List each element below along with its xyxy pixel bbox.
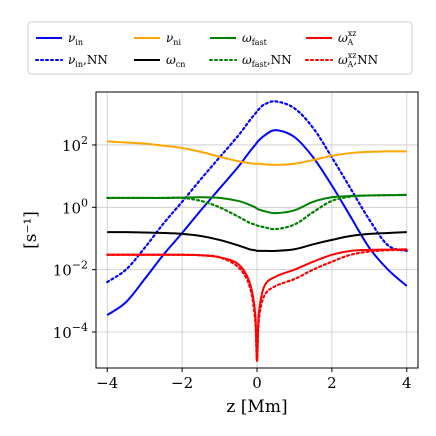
- series-line-4: [107, 231, 407, 252]
- x-ticks: −4 −2 0 2 4: [96, 368, 412, 392]
- legend-entry-label: ωfast: [242, 31, 268, 47]
- series-line-2: [106, 100, 408, 284]
- x-axis-label: z [Mm]: [226, 397, 287, 417]
- y-ticks: 10−4 10−2 100 102: [53, 134, 96, 342]
- legend-entry-label: ωxz A,NN: [338, 51, 378, 69]
- series-lines: [106, 100, 408, 362]
- legend-entry-label: ωxz A: [338, 29, 357, 47]
- x-tick-label: −4: [96, 374, 118, 392]
- x-tick-label: 0: [252, 374, 262, 392]
- y-tick-label: 10−2: [53, 259, 88, 280]
- grid: [96, 92, 418, 368]
- legend-entry-label: νin: [68, 31, 83, 47]
- legend-entry-label: νni: [166, 31, 181, 47]
- series-line-6: [106, 193, 408, 231]
- x-tick-label: −2: [171, 374, 193, 392]
- x-tick-label: 2: [327, 374, 337, 392]
- series-line-3: [107, 140, 407, 166]
- legend: νin νni ωfast ωxz A νin,NN ωcn ωfast,NN ωxz A,NN: [27, 21, 413, 75]
- y-tick-label: 100: [62, 196, 88, 217]
- y-axis-label: [s⁻¹]: [21, 211, 41, 249]
- legend-entry-label: ωfast,NN: [242, 53, 292, 69]
- y-tick-label: 102: [62, 134, 88, 155]
- x-tick-label: 4: [402, 374, 412, 392]
- series-line-1: [106, 129, 408, 316]
- legend-entry-label: ωcn: [166, 53, 185, 69]
- legend-entry-label: νin,NN: [68, 53, 108, 69]
- series-line-8: [106, 248, 408, 362]
- y-tick-label: 10−4: [53, 321, 88, 342]
